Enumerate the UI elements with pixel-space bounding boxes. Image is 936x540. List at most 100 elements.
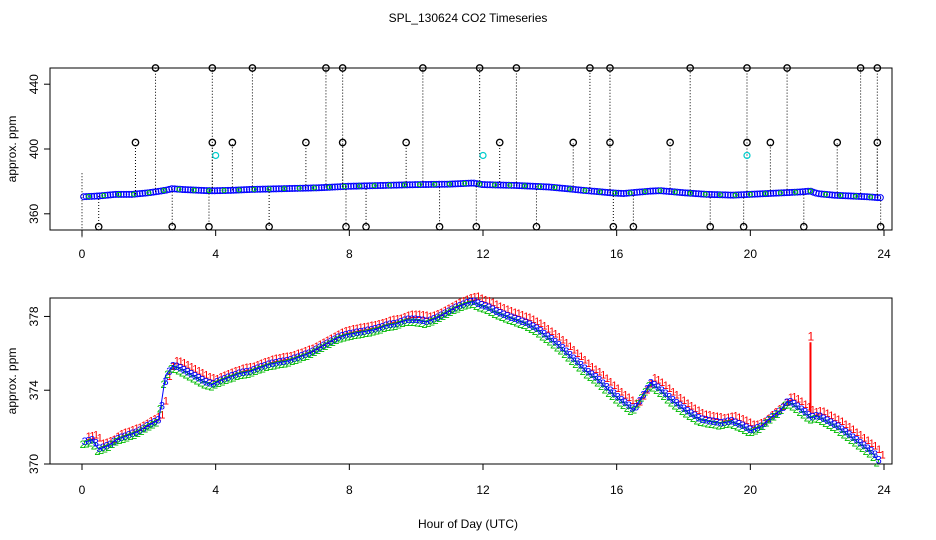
series-2-glyph: 2 (83, 438, 89, 450)
top-data-point (392, 181, 400, 189)
series-2-glyph: 2 (561, 349, 567, 361)
series-2-glyph: 2 (183, 369, 189, 381)
x-axis-label: Hour of Day (UTC) (418, 517, 518, 531)
series-2-glyph: 2 (800, 410, 806, 422)
top-data-point (312, 184, 320, 192)
series-2-glyph: 2 (201, 379, 207, 391)
top-data-point (743, 191, 751, 199)
top-data-point (564, 185, 572, 193)
series-1-glyph: 1 (361, 321, 367, 333)
series-2-glyph: 2 (366, 327, 372, 339)
series-3-glyph: 3 (607, 385, 613, 397)
top-data-point-green (687, 190, 693, 196)
series-1-glyph: 1 (747, 417, 753, 429)
series-2-glyph: 2 (576, 363, 582, 375)
top-data-point (336, 183, 344, 191)
top-data-point (414, 181, 422, 189)
top-data-point-green (657, 188, 663, 194)
series-2-glyph: 2 (252, 366, 258, 378)
series-3-glyph: 3 (798, 404, 804, 416)
series-3-glyph: 3 (685, 405, 691, 417)
x-tick-label: 4 (212, 247, 219, 261)
series-2-glyph: 2 (609, 391, 615, 403)
top-data-point (267, 185, 275, 193)
series-3-glyph: 3 (177, 362, 183, 374)
series-3-glyph: 3 (692, 410, 698, 422)
series-1-glyph: 1 (229, 367, 235, 379)
series-3-glyph: 3 (633, 402, 639, 414)
series-3-glyph: 3 (784, 397, 790, 409)
series-1-glyph: 1 (174, 356, 180, 368)
series-3-glyph: 3 (666, 392, 672, 404)
top-data-point (788, 188, 796, 196)
top-panel: 0 4 8 12 16 20 24 360 400 440 approx. ppm (5, 64, 893, 261)
series-3-glyph: 3 (600, 378, 606, 390)
spike-point (739, 222, 748, 231)
series-1-glyph: 1 (369, 320, 375, 332)
top-data-point (585, 187, 593, 195)
top-data-point-green (86, 193, 92, 199)
series-1-glyph: 1 (773, 406, 779, 418)
x-tick-label: 8 (346, 483, 353, 497)
series-1-glyph: 1 (416, 309, 422, 321)
top-data-point (713, 191, 721, 199)
top-data-point-green (101, 192, 107, 198)
series-2-glyph: 2 (444, 309, 450, 321)
series-1-glyph: 1 (86, 431, 92, 443)
series-3-glyph: 3 (471, 296, 477, 308)
series-2-glyph: 2 (488, 307, 494, 319)
series-1-glyph: 1 (402, 311, 408, 323)
series-1-glyph: 1 (817, 406, 823, 418)
top-data-point (483, 181, 491, 189)
series-2-glyph: 2 (164, 369, 170, 381)
series-1-glyph: 1 (479, 293, 485, 305)
series-2-glyph: 2 (212, 380, 218, 392)
series-3-glyph: 3 (585, 366, 591, 378)
series-2-glyph: 2 (852, 438, 858, 450)
series-2-glyph: 2 (274, 360, 280, 372)
series-3-glyph: 3 (655, 382, 661, 394)
series-2-glyph: 2 (385, 322, 391, 334)
series-2-glyph: 2 (524, 322, 530, 334)
series-3-glyph: 3 (582, 363, 588, 375)
top-data-point (649, 187, 657, 195)
top-data-point (793, 188, 801, 196)
top-data-point (499, 181, 507, 189)
top-data-point (88, 192, 96, 200)
series-1-glyph: 1 (703, 409, 709, 421)
top-data-point (764, 190, 772, 198)
series-2-glyph: 2 (491, 309, 497, 321)
top-data-point (467, 179, 475, 187)
series-2-glyph: 2 (425, 318, 431, 330)
series-2-glyph: 2 (241, 369, 247, 381)
series-1-glyph: 1 (347, 324, 353, 336)
series-3-glyph: 3 (688, 408, 694, 420)
series-1-glyph: 1 (490, 297, 496, 309)
top-data-point (90, 192, 98, 200)
series-2-glyph: 2 (219, 376, 225, 388)
series-2-glyph: 2 (286, 358, 292, 370)
top-data-point-green (717, 192, 723, 198)
series-2-glyph: 2 (388, 321, 394, 333)
top-data-point-green (702, 191, 708, 197)
top-data-point-green (642, 189, 648, 195)
series-1-glyph: 1 (575, 348, 581, 360)
top-data-point (735, 191, 743, 199)
series-1-glyph: 1 (519, 310, 525, 322)
series-1-glyph: 1 (821, 406, 827, 418)
series-3-glyph: 3 (743, 422, 749, 434)
series-1-glyph: 1 (788, 392, 794, 404)
series-1-glyph: 1 (428, 311, 434, 323)
top-data-point (256, 185, 264, 193)
spike-point (743, 64, 751, 72)
series-1-glyph: 1 (468, 293, 474, 305)
top-data-point-green (853, 193, 859, 199)
series-3-glyph: 3 (850, 432, 856, 444)
top-data-point (355, 182, 363, 190)
top-data-point (438, 180, 446, 188)
series-1-glyph: 1 (505, 304, 511, 316)
series-1-glyph: 1 (431, 310, 437, 322)
series-3-glyph: 3 (857, 437, 863, 449)
series-3-glyph: 3 (861, 440, 867, 452)
series-2-glyph: 2 (837, 427, 843, 439)
